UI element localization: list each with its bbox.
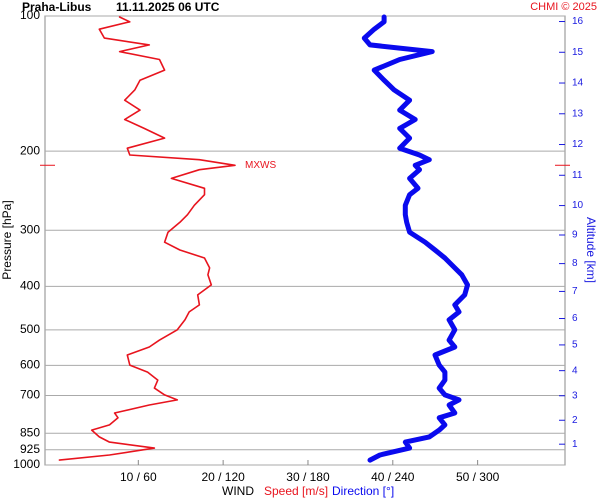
y2-tick-label: 8 — [572, 258, 578, 269]
y2-tick-label: 4 — [572, 365, 578, 376]
x-tick-label: 50 / 300 — [456, 470, 500, 484]
x-tick-label: 10 / 60 — [120, 470, 157, 484]
y2-tick-label: 3 — [572, 390, 578, 401]
y-tick-label: 500 — [20, 322, 40, 336]
y2-tick-label: 6 — [572, 313, 578, 324]
y-tick-label: 700 — [20, 388, 40, 402]
y2-tick-label: 7 — [572, 286, 578, 297]
x-tick-label: 40 / 240 — [371, 470, 415, 484]
direction-line — [361, 14, 470, 463]
y2-tick-label: 13 — [572, 108, 584, 119]
y2-axis-label: Altitude [km] — [584, 217, 598, 283]
y-tick-label: 400 — [20, 278, 40, 292]
x-tick-label: 20 / 120 — [201, 470, 245, 484]
y-axis-label: Pressure [hPa] — [0, 200, 14, 279]
y2-tick-label: 1 — [572, 439, 578, 450]
legend-entry: Direction [°] — [332, 484, 394, 498]
y2-tick-label: 2 — [572, 415, 578, 426]
y-tick-label: 1000 — [13, 457, 40, 471]
plot-frame — [44, 15, 566, 466]
y2-tick-label: 16 — [572, 16, 584, 27]
y2-tick-label: 15 — [572, 47, 584, 58]
y-tick-label: 925 — [20, 442, 40, 456]
y-tick-label: 300 — [20, 222, 40, 236]
y2-tick-label: 11 — [572, 170, 583, 181]
y-tick-label: 100 — [20, 8, 40, 22]
y2-tick-label: 14 — [572, 78, 584, 89]
x-tick-label: 30 / 180 — [286, 470, 330, 484]
y-tick-label: 200 — [20, 143, 40, 157]
y2-tick-label: 5 — [572, 340, 578, 351]
y2-tick-label: 10 — [572, 200, 584, 211]
y-tick-label: 600 — [20, 358, 40, 372]
x-axis-label: WIND — [222, 484, 254, 498]
y2-tick-label: 12 — [572, 139, 584, 150]
credit: CHMI © 2025 — [530, 1, 597, 13]
legend-entry: Speed [m/s] — [264, 484, 328, 498]
speed-line — [58, 16, 236, 461]
y-tick-label: 850 — [20, 425, 40, 439]
annotation: MXWS — [245, 160, 276, 171]
chart-title: Praha-Libus — [22, 0, 92, 14]
chart-subtitle: 11.11.2025 06 UTC — [116, 0, 220, 14]
y2-tick-label: 9 — [572, 230, 578, 241]
